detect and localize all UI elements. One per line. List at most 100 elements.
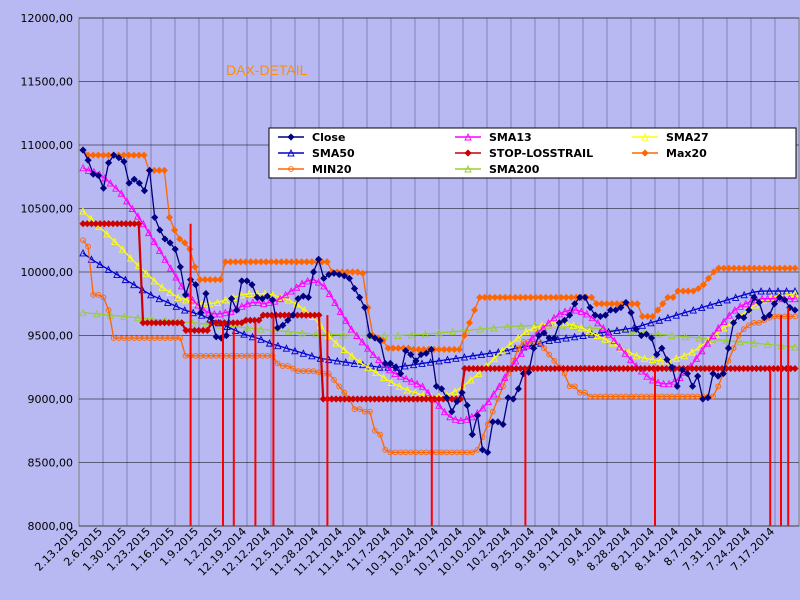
sma27-point <box>403 386 412 394</box>
series-stop-losstrail <box>79 220 799 403</box>
max20-point <box>140 151 148 159</box>
close-point <box>340 272 348 280</box>
close-point <box>304 293 312 301</box>
close-point <box>212 333 220 341</box>
max20-point <box>740 264 748 272</box>
max20-point <box>471 306 479 314</box>
max20-point <box>608 300 616 308</box>
sma27-point <box>300 306 309 314</box>
legend-entry-min20: MIN20 <box>278 163 352 176</box>
sma27-point <box>617 344 625 352</box>
sma50-point <box>180 306 189 314</box>
sma13-point <box>709 331 717 339</box>
close-point <box>437 385 446 393</box>
sma200-point <box>585 323 594 332</box>
legend-entry-close: Close <box>278 131 345 144</box>
close-point <box>146 166 154 174</box>
sma13-point <box>106 179 115 187</box>
sma13-point <box>479 403 487 412</box>
sma50-point <box>469 351 477 360</box>
max20-point <box>262 258 270 266</box>
max20-point <box>628 300 636 308</box>
max20-point <box>242 258 250 266</box>
min20-point <box>377 431 383 438</box>
close-point <box>622 298 630 307</box>
y-tick-label: 11500,00 <box>21 76 74 89</box>
sma200-point <box>257 325 265 333</box>
sma200-point <box>763 340 772 348</box>
close-point <box>130 175 138 183</box>
stop-losstrail-point <box>315 311 323 319</box>
y-tick-label: 8000,00 <box>28 520 74 533</box>
close-point <box>120 157 128 166</box>
sma27-point <box>371 368 380 376</box>
max20-point <box>303 258 311 266</box>
sma200-point <box>668 331 676 339</box>
sma50-point <box>130 280 138 289</box>
sma13-point <box>303 276 312 285</box>
min20-point <box>85 243 91 250</box>
sma13-point <box>210 309 219 318</box>
sma200-point <box>243 323 252 332</box>
min20-point <box>341 389 348 396</box>
close-point <box>289 311 297 319</box>
sma27-point <box>110 237 119 245</box>
max20-point <box>542 293 550 301</box>
sma200-point <box>462 326 471 334</box>
max20-point <box>593 300 601 308</box>
sma13-point <box>468 412 476 421</box>
sma13-point <box>276 294 284 303</box>
max20-point <box>613 300 621 308</box>
close-point <box>176 263 184 271</box>
sma27-point <box>466 375 475 384</box>
sma50-point <box>621 325 630 333</box>
sma200-point <box>448 327 457 336</box>
sma50-point <box>511 344 520 352</box>
min20-point <box>372 427 378 434</box>
sma13-point <box>555 309 564 318</box>
close-point <box>151 213 159 221</box>
max20-point <box>155 166 163 174</box>
sma27-point <box>696 342 704 351</box>
sma27-point <box>498 346 507 355</box>
sma50-point <box>579 331 587 339</box>
sma13-point <box>462 415 471 423</box>
sma200-point <box>339 330 347 339</box>
close-point <box>263 292 271 300</box>
min20-point <box>489 408 496 415</box>
sma50-point <box>647 318 655 327</box>
sma13-point <box>144 228 153 237</box>
min20-point <box>177 335 184 341</box>
max20-point <box>643 312 652 321</box>
max20-point <box>511 293 519 301</box>
max20-point <box>689 287 697 295</box>
close-point <box>335 270 343 279</box>
max20-point <box>267 258 275 266</box>
max20-point <box>730 264 738 272</box>
min20-point <box>710 393 716 400</box>
sma13-point <box>785 294 794 303</box>
close-point <box>694 372 702 380</box>
legend-label: Close <box>312 131 345 144</box>
sma27-point <box>174 293 182 301</box>
sma13-point <box>134 212 142 220</box>
sma50-point <box>698 303 706 312</box>
stop-losstrail-point <box>255 316 263 324</box>
sma27-point <box>577 323 586 332</box>
close-point <box>612 306 620 314</box>
sma50-point <box>782 287 791 295</box>
max20-point <box>389 344 397 352</box>
close-point <box>115 154 123 162</box>
min20-point <box>484 421 491 428</box>
min20-point <box>285 363 291 369</box>
sma13-point <box>385 365 394 374</box>
sma50-point <box>104 265 113 273</box>
sma27-point <box>340 345 348 353</box>
sma13-point <box>418 382 427 390</box>
sma13-point <box>128 204 137 212</box>
sma13-point <box>117 189 126 197</box>
sma200-point <box>134 313 142 322</box>
close-point <box>760 314 768 322</box>
sma200-point <box>92 309 101 318</box>
max20-point <box>588 293 596 301</box>
